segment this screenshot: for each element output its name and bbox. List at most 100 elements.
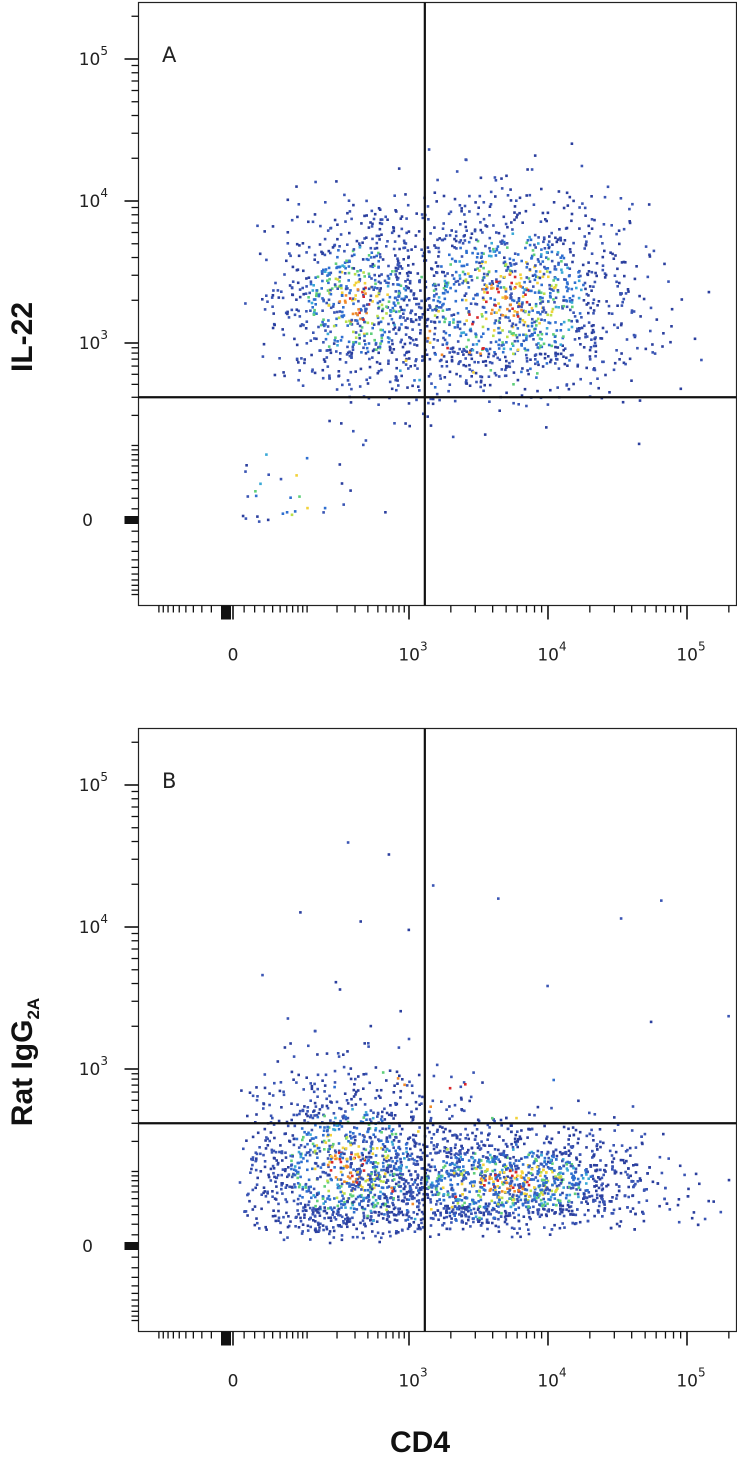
event-point xyxy=(364,1224,367,1228)
event-point xyxy=(312,1187,316,1191)
event-point xyxy=(338,280,341,283)
event-point xyxy=(559,1204,562,1207)
event-point xyxy=(445,1227,449,1231)
event-point xyxy=(374,282,377,286)
event-point xyxy=(299,1152,302,1156)
event-point xyxy=(371,326,374,330)
event-point xyxy=(514,1202,517,1205)
event-point xyxy=(303,1145,307,1149)
event-point xyxy=(338,270,342,274)
event-point xyxy=(486,1123,490,1127)
event-point xyxy=(313,213,317,216)
event-point xyxy=(379,218,383,221)
event-point xyxy=(329,1206,332,1209)
event-point xyxy=(584,1189,587,1192)
event-point xyxy=(620,352,623,355)
event-point xyxy=(282,371,285,374)
event-point xyxy=(584,1171,588,1175)
event-point xyxy=(525,276,529,279)
event-point xyxy=(399,1172,402,1175)
event-point xyxy=(463,1176,467,1179)
event-point xyxy=(327,1150,330,1153)
event-point xyxy=(354,1185,358,1188)
event-point xyxy=(248,1091,252,1094)
event-point xyxy=(372,1161,375,1164)
event-point xyxy=(467,352,471,356)
event-point xyxy=(479,1185,482,1189)
event-point xyxy=(314,1204,317,1208)
event-point xyxy=(453,399,457,403)
event-point xyxy=(469,302,473,305)
event-point xyxy=(357,1145,361,1148)
event-point xyxy=(348,1217,352,1221)
event-point xyxy=(470,357,474,361)
event-point xyxy=(435,304,438,308)
event-point xyxy=(369,1156,373,1159)
event-point xyxy=(540,1151,543,1154)
event-point xyxy=(480,335,483,339)
event-point xyxy=(374,1211,377,1214)
event-point xyxy=(276,289,280,292)
event-point xyxy=(539,302,542,305)
event-point xyxy=(255,1086,258,1089)
event-point xyxy=(435,392,439,396)
event-point xyxy=(493,351,496,354)
event-point xyxy=(478,194,482,198)
event-point xyxy=(277,1219,280,1222)
event-point xyxy=(390,1196,393,1199)
event-point xyxy=(476,1146,480,1150)
event-point xyxy=(543,319,546,322)
event-point xyxy=(593,367,596,370)
event-point xyxy=(350,1151,353,1154)
event-point xyxy=(371,356,374,359)
event-point xyxy=(373,338,376,342)
event-point xyxy=(467,1159,471,1162)
event-point xyxy=(345,1164,348,1168)
event-point xyxy=(307,220,310,224)
event-point xyxy=(678,1164,682,1168)
event-point xyxy=(459,1152,462,1155)
event-point xyxy=(567,328,571,331)
event-point xyxy=(274,1198,278,1201)
event-point xyxy=(364,343,367,346)
event-point xyxy=(433,283,437,286)
event-point xyxy=(358,1194,362,1198)
event-point xyxy=(464,1171,468,1174)
event-point xyxy=(577,329,581,333)
event-point xyxy=(400,1178,404,1181)
event-point xyxy=(462,1165,465,1168)
event-point xyxy=(368,1081,371,1085)
event-point xyxy=(291,1174,295,1177)
event-point xyxy=(592,344,596,348)
event-point xyxy=(528,243,532,247)
event-point xyxy=(391,1174,395,1177)
event-point xyxy=(521,301,524,304)
event-point xyxy=(578,1160,582,1164)
event-point xyxy=(311,306,314,309)
event-point xyxy=(433,314,437,317)
event-point xyxy=(536,275,540,279)
event-point xyxy=(357,299,360,303)
event-point xyxy=(387,277,391,280)
event-point xyxy=(334,1218,338,1221)
event-point xyxy=(453,259,457,263)
event-point xyxy=(437,310,440,313)
event-point xyxy=(504,1201,508,1204)
event-point xyxy=(607,304,611,308)
event-point xyxy=(292,1172,295,1176)
event-point xyxy=(488,347,492,351)
event-point xyxy=(360,1199,363,1203)
event-point xyxy=(527,1228,530,1231)
event-point xyxy=(493,1216,496,1220)
event-point xyxy=(385,1208,388,1212)
event-point xyxy=(392,1197,395,1200)
event-point xyxy=(454,1143,457,1146)
event-point xyxy=(554,321,557,324)
event-point xyxy=(565,281,569,284)
event-point xyxy=(577,1195,580,1199)
event-point xyxy=(417,1208,421,1212)
event-point xyxy=(420,316,423,319)
event-point xyxy=(448,253,451,257)
event-point xyxy=(480,1131,483,1135)
event-point xyxy=(470,1180,473,1184)
